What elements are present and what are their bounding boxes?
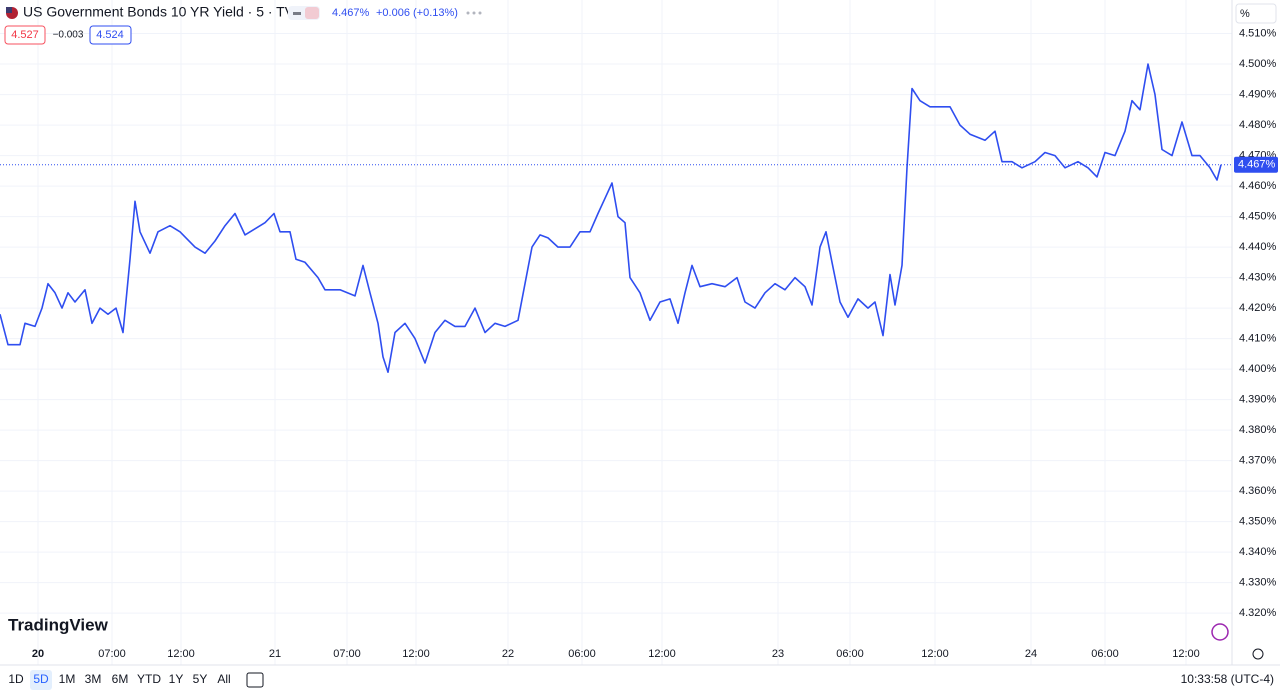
x-tick-label: 07:00 bbox=[98, 648, 126, 660]
x-tick-label: 22 bbox=[502, 648, 514, 660]
y-tick-label: 4.370% bbox=[1239, 455, 1277, 467]
ask-box[interactable] bbox=[89, 25, 132, 45]
x-tick-label: 06:00 bbox=[1091, 648, 1119, 660]
y-tick-label: 4.480% bbox=[1239, 119, 1277, 131]
ask: 4.524 bbox=[96, 29, 124, 41]
y-tick-label: 4.500% bbox=[1239, 58, 1277, 70]
x-tick-label: 20 bbox=[32, 648, 44, 660]
range-button[interactable]: 1Y bbox=[169, 672, 184, 686]
y-tick-label: 4.320% bbox=[1239, 607, 1277, 619]
y-tick-label: 4.360% bbox=[1239, 485, 1277, 497]
x-tick-label: 23 bbox=[772, 648, 784, 660]
x-tick-label: 24 bbox=[1025, 648, 1037, 660]
range-button[interactable]: 6M bbox=[112, 672, 129, 686]
x-tick-label: 12:00 bbox=[1172, 648, 1200, 660]
y-tick-label: 4.350% bbox=[1239, 516, 1277, 528]
range-button[interactable]: 5Y bbox=[193, 672, 208, 686]
x-tick-label: 12:00 bbox=[167, 648, 195, 660]
status-pill[interactable] bbox=[288, 6, 320, 20]
x-tick-label: 12:00 bbox=[648, 648, 676, 660]
axes: 4.320% 4.330% 4.340% 4.350% 4.360% 4.370% 4.38… bbox=[32, 27, 1278, 660]
unit-box[interactable] bbox=[1235, 3, 1277, 24]
range-button[interactable]: All bbox=[217, 672, 230, 686]
y-tick-label: 4.420% bbox=[1239, 302, 1277, 314]
date-range-icon[interactable] bbox=[246, 672, 264, 688]
alert-icon[interactable] bbox=[1211, 623, 1229, 641]
last-price: 4.467% bbox=[332, 7, 370, 19]
more-dots[interactable] bbox=[466, 11, 482, 15]
x-tick-label: 06:00 bbox=[568, 648, 596, 660]
y-tick-label: 4.330% bbox=[1239, 577, 1277, 589]
x-tick-label: 21 bbox=[269, 648, 281, 660]
last-price-box bbox=[1234, 156, 1278, 173]
x-tick-label: 06:00 bbox=[836, 648, 864, 660]
last-price-label: 4.467% bbox=[1238, 159, 1276, 171]
bid-box[interactable] bbox=[4, 25, 46, 45]
range-button[interactable]: 1M bbox=[59, 672, 76, 686]
y-tick-label: 4.390% bbox=[1239, 394, 1277, 406]
y-tick-label: 4.450% bbox=[1239, 210, 1277, 222]
spread: −0.003 bbox=[53, 30, 84, 41]
axis-unit: % bbox=[1240, 8, 1250, 20]
range-active-bg bbox=[30, 670, 52, 690]
range-button[interactable]: YTD bbox=[137, 672, 161, 686]
y-tick-label: 4.400% bbox=[1239, 363, 1277, 375]
clock: 10:33:58 (UTC-4) bbox=[1181, 672, 1274, 686]
y-tick-label: 4.510% bbox=[1239, 27, 1277, 39]
range-bar: 1D 5D 1M 3M 6M YTD 1Y 5Y All bbox=[8, 670, 231, 690]
y-tick-label: 4.440% bbox=[1239, 241, 1277, 253]
logo: TradingView bbox=[8, 615, 109, 634]
y-tick-label: 4.460% bbox=[1239, 180, 1277, 192]
y-tick-label: 4.490% bbox=[1239, 88, 1277, 100]
x-tick-label: 12:00 bbox=[402, 648, 430, 660]
x-tick-label: 07:00 bbox=[333, 648, 361, 660]
range-button[interactable]: 5D bbox=[33, 672, 49, 686]
delay-icon bbox=[305, 7, 319, 19]
y-tick-label: 4.430% bbox=[1239, 271, 1277, 283]
range-button[interactable]: 3M bbox=[85, 672, 102, 686]
price-line bbox=[0, 63, 1222, 373]
change: +0.006 (+0.13%) bbox=[376, 7, 458, 19]
plot bbox=[0, 63, 1232, 373]
settings-icon[interactable] bbox=[1252, 648, 1264, 660]
flag-canton bbox=[6, 7, 12, 13]
grid bbox=[0, 0, 1232, 665]
bid: 4.527 bbox=[11, 29, 39, 41]
range-button[interactable]: 1D bbox=[8, 672, 24, 686]
symbol-title: US Government Bonds 10 YR Yield · 5 · TV… bbox=[23, 4, 304, 20]
status-icon bbox=[293, 12, 301, 15]
y-tick-label: 4.380% bbox=[1239, 424, 1277, 436]
y-tick-label: 4.340% bbox=[1239, 546, 1277, 558]
x-tick-label: 12:00 bbox=[921, 648, 949, 660]
y-tick-label: 4.410% bbox=[1239, 333, 1277, 345]
